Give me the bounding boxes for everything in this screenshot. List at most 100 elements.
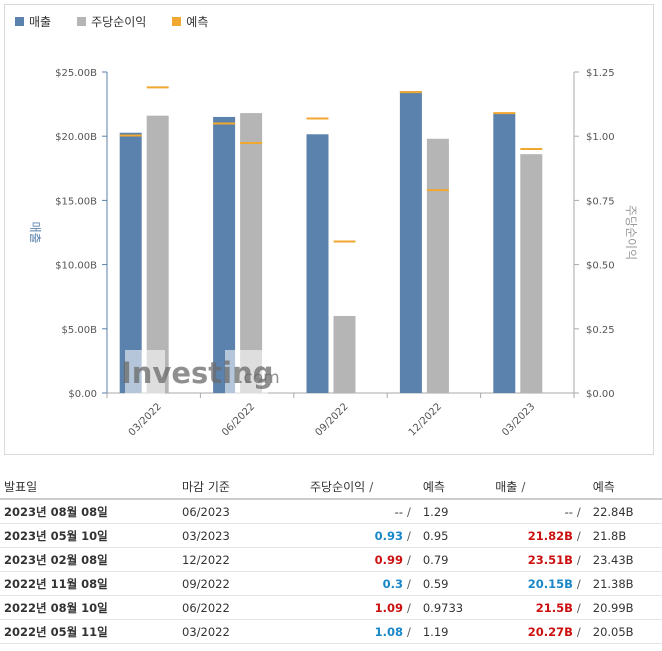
x-tick-label: 06/2022	[220, 401, 257, 438]
chart-legend: 매출 주당순이익 예측	[15, 13, 208, 30]
revenue-actual-value: 20.15B	[527, 576, 573, 591]
table-row: 2022년 11월 08일 09/2022 0.3/0.59 20.15B/21.38…	[0, 571, 662, 596]
header-period[interactable]: 마감 기준	[178, 474, 306, 500]
cell-period: 12/2022	[178, 547, 306, 572]
cell-revenue: 20.27B /	[491, 619, 589, 644]
header-rev-forecast[interactable]: 예측	[588, 474, 662, 500]
eps-actual-value: 1.08	[374, 624, 403, 639]
right-tick-label: $0.25	[586, 325, 615, 336]
right-tick-label: $1.00	[586, 132, 615, 143]
cell-period: 06/2022	[178, 595, 306, 620]
forecast-swatch-icon	[172, 17, 182, 26]
eps-actual-value: 0.93	[374, 528, 403, 543]
left-tick-label: $15.00B	[55, 196, 97, 207]
legend-item-forecast[interactable]: 예측	[172, 13, 208, 30]
eps-actual-value: 1.09	[374, 600, 403, 615]
revenue-bar	[399, 91, 422, 394]
earnings-chart-panel: 매출 주당순이익 예측 $0.00 $0.00 $5.00B $0.25 $10.00B…	[4, 4, 654, 455]
cell-period: 03/2022	[178, 619, 306, 644]
cell-rev-forecast: 21.38B	[588, 571, 662, 596]
left-tick-label: $25.00B	[55, 68, 97, 79]
eps-slash: /	[406, 576, 411, 591]
cell-period: 03/2023	[178, 523, 306, 548]
cell-eps: 0.93/	[306, 523, 419, 548]
cell-eps: 0.99/	[306, 547, 419, 572]
cell-rev-forecast: 20.05B	[588, 619, 662, 644]
revenue-bar	[493, 112, 516, 393]
x-tick-label: 09/2022	[313, 401, 350, 438]
cell-eps: -- /	[306, 499, 419, 524]
legend-label-forecast: 예측	[186, 15, 209, 29]
header-eps[interactable]: 주당순이익 /	[306, 474, 419, 500]
header-eps-slash: /	[369, 479, 374, 494]
eps-slash: /	[406, 528, 411, 543]
eps-actual-value: 0.99	[374, 552, 403, 567]
cell-date: 2023년 02월 08일	[0, 547, 178, 572]
revenue-slash: /	[576, 600, 581, 615]
right-tick-label: $0.75	[586, 196, 615, 207]
cell-date: 2023년 05월 10일	[0, 523, 178, 548]
x-tick-label: 03/2023	[500, 401, 537, 438]
watermark-investing-text: Investing	[121, 356, 273, 390]
eps-slash: /	[406, 624, 411, 639]
cell-revenue: 20.15B /	[491, 571, 589, 596]
header-date[interactable]: 발표일	[0, 474, 178, 500]
table-row: 2022년 05월 11일 03/2022 1.08/1.19 20.27B/20.0…	[0, 619, 662, 644]
x-tick-label: 12/2022	[407, 401, 444, 438]
header-revenue-label: 매출	[495, 479, 518, 494]
cell-rev-forecast: 22.84B	[588, 499, 662, 524]
right-axis-title: 주당순이익	[624, 205, 638, 260]
left-tick-label: $0.00	[68, 389, 97, 400]
legend-item-revenue[interactable]: 매출	[15, 13, 51, 30]
legend-item-eps[interactable]: 주당순이익	[77, 13, 146, 30]
left-tick-label: $10.00B	[55, 261, 97, 272]
legend-label-eps: 주당순이익	[91, 15, 147, 29]
right-tick-label: $0.50	[586, 261, 615, 272]
revenue-bar	[306, 134, 329, 394]
table-row: 2023년 02월 08일 12/2022 0.99/0.79 23.51B/23.4…	[0, 547, 662, 572]
eps-bar	[146, 115, 169, 393]
revenue-slash: /	[576, 504, 581, 519]
left-tick-label: $5.00B	[62, 325, 98, 336]
revenue-slash: /	[576, 528, 581, 543]
right-tick-label: $1.25	[586, 68, 615, 79]
cell-eps-forecast: 0.9733	[418, 595, 492, 620]
eps-slash: /	[406, 504, 411, 519]
revenue-actual-value: --	[564, 504, 573, 519]
eps-bar	[426, 138, 449, 393]
cell-eps: 1.08/	[306, 619, 419, 644]
watermark-dotcom-text: .com	[238, 368, 280, 388]
cell-eps-forecast: 0.79	[418, 547, 492, 572]
cell-rev-forecast: 21.8B	[588, 523, 662, 548]
revenue-slash: /	[576, 624, 581, 639]
eps-slash: /	[406, 552, 411, 567]
revenue-actual-value: 21.5B	[535, 600, 573, 615]
table-row: 2023년 05월 10일 03/2023 0.93/0.95 21.82B/21.8…	[0, 523, 662, 548]
revenue-bar	[119, 132, 142, 393]
right-tick-label: $0.00	[586, 389, 615, 400]
earnings-table: 발표일 마감 기준 주당순이익 / 예측 매출 / 예측 2023년 08월 08일…	[0, 474, 662, 644]
cell-revenue: 21.5B /	[491, 595, 589, 620]
earnings-bar-chart: $0.00 $0.00 $5.00B $0.25 $10.00B $0.50 $15.00B…	[28, 68, 638, 438]
cell-date: 2023년 08월 08일	[0, 499, 178, 524]
revenue-slash: /	[576, 576, 581, 591]
cell-eps-forecast: 0.59	[418, 571, 492, 596]
investing-watermark: Investing .com	[121, 350, 280, 394]
eps-swatch-icon	[77, 17, 87, 26]
header-revenue[interactable]: 매출 /	[491, 474, 589, 500]
cell-period: 06/2023	[178, 499, 306, 524]
cell-eps-forecast: 0.95	[418, 523, 492, 548]
cell-eps: 0.3/	[306, 571, 419, 596]
cell-date: 2022년 08월 10일	[0, 595, 178, 620]
eps-actual-value: 0.3	[382, 576, 403, 591]
revenue-bar	[213, 116, 236, 393]
eps-bar	[333, 315, 356, 393]
revenue-slash: /	[576, 552, 581, 567]
header-eps-label: 주당순이익	[310, 479, 366, 494]
table-header-row: 발표일 마감 기준 주당순이익 / 예측 매출 / 예측	[0, 474, 662, 500]
header-revenue-slash: /	[521, 479, 526, 494]
header-eps-forecast[interactable]: 예측	[418, 474, 492, 500]
eps-actual-value: --	[394, 504, 403, 519]
cell-eps-forecast: 1.19	[418, 619, 492, 644]
eps-slash: /	[406, 600, 411, 615]
